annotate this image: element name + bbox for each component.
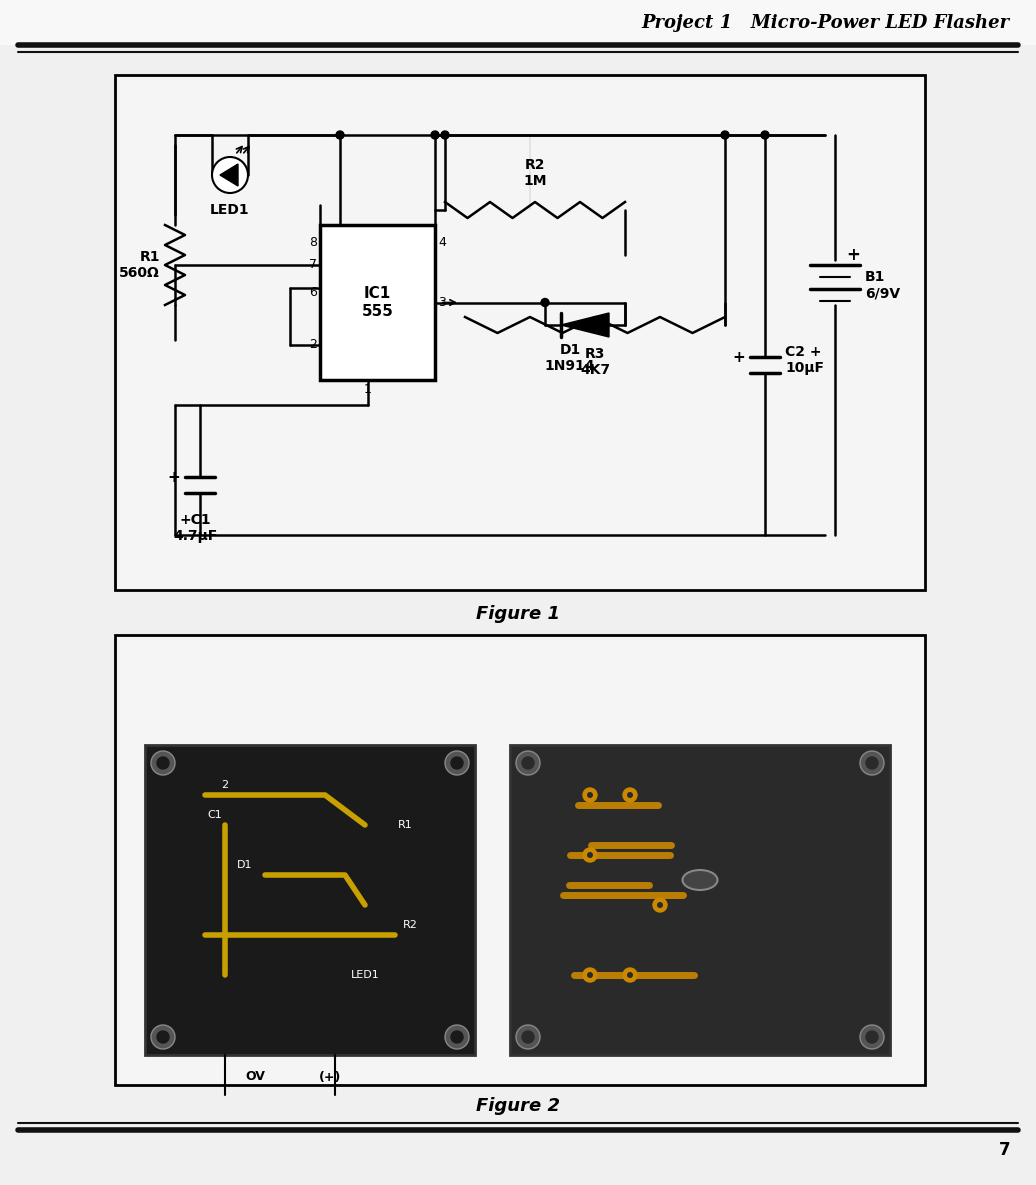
Bar [510, 745, 890, 1055]
Text: +: + [732, 350, 745, 365]
Circle shape [445, 1025, 469, 1049]
Text: B1
6/9V: B1 6/9V [865, 270, 900, 300]
Text: D1
1N914: D1 1N914 [545, 342, 596, 373]
Circle shape [623, 968, 637, 982]
Circle shape [445, 751, 469, 775]
Circle shape [151, 751, 175, 775]
Circle shape [623, 788, 637, 802]
Circle shape [522, 1031, 534, 1043]
Text: R1
560Ω: R1 560Ω [119, 250, 160, 280]
Circle shape [860, 1025, 884, 1049]
Text: +C1
4.7μF: +C1 4.7μF [173, 513, 218, 543]
Bar [0, 0, 1036, 45]
Circle shape [627, 792, 633, 798]
Polygon shape [220, 164, 238, 186]
Text: Figure 2: Figure 2 [476, 1097, 560, 1115]
Circle shape [866, 1031, 877, 1043]
Circle shape [653, 898, 667, 912]
Circle shape [721, 132, 729, 139]
Text: 2: 2 [222, 780, 229, 790]
Circle shape [212, 156, 248, 193]
Circle shape [860, 751, 884, 775]
Circle shape [627, 972, 633, 978]
Circle shape [541, 299, 549, 307]
Text: 1: 1 [364, 383, 372, 396]
Bar [115, 75, 925, 590]
Polygon shape [562, 313, 609, 337]
Bar [145, 745, 474, 1055]
Circle shape [583, 848, 597, 861]
Circle shape [441, 132, 449, 139]
Text: 7: 7 [309, 258, 317, 271]
Circle shape [336, 132, 344, 139]
Circle shape [451, 757, 463, 769]
Text: R2: R2 [403, 920, 418, 930]
Text: C2 +
10μF: C2 + 10μF [785, 345, 824, 376]
Circle shape [657, 902, 663, 908]
Circle shape [583, 968, 597, 982]
Text: +: + [167, 469, 180, 485]
Text: R2
1M: R2 1M [523, 158, 547, 188]
Circle shape [587, 852, 593, 858]
Text: OV: OV [246, 1070, 265, 1083]
Text: Project 1   Micro-Power LED Flasher: Project 1 Micro-Power LED Flasher [642, 14, 1010, 32]
Text: 6: 6 [309, 286, 317, 299]
Circle shape [157, 757, 169, 769]
Circle shape [516, 751, 540, 775]
Bar [320, 225, 435, 380]
Circle shape [866, 757, 877, 769]
Text: R1: R1 [398, 820, 412, 830]
Text: 2: 2 [309, 339, 317, 352]
Text: +: + [846, 246, 860, 264]
Text: Figure 1: Figure 1 [476, 606, 560, 623]
Ellipse shape [683, 870, 718, 890]
Text: LED1: LED1 [350, 971, 379, 980]
Circle shape [583, 788, 597, 802]
Circle shape [157, 1031, 169, 1043]
Circle shape [516, 1025, 540, 1049]
Bar [115, 635, 925, 1085]
Text: D1: D1 [237, 860, 253, 870]
Text: C1: C1 [207, 811, 223, 820]
Circle shape [522, 757, 534, 769]
Circle shape [451, 1031, 463, 1043]
Circle shape [151, 1025, 175, 1049]
Circle shape [431, 132, 439, 139]
Text: 4: 4 [438, 237, 445, 250]
Circle shape [587, 972, 593, 978]
Text: 7: 7 [999, 1141, 1010, 1159]
Text: 3: 3 [438, 296, 445, 309]
Circle shape [587, 792, 593, 798]
Text: 8: 8 [309, 237, 317, 250]
Text: IC1
555: IC1 555 [362, 287, 394, 319]
Circle shape [761, 132, 769, 139]
Text: R3
4K7: R3 4K7 [580, 347, 610, 377]
Text: (+): (+) [319, 1070, 341, 1083]
Text: LED1: LED1 [210, 203, 250, 217]
